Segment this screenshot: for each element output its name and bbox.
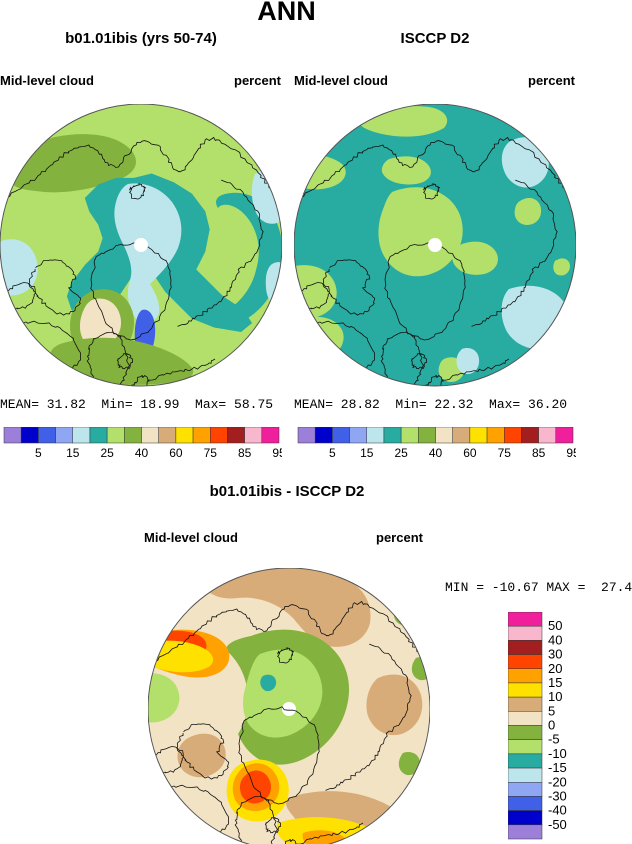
svg-text:60: 60: [169, 446, 183, 460]
svg-text:0: 0: [548, 718, 555, 733]
svg-text:85: 85: [238, 446, 252, 460]
svg-text:95: 95: [272, 446, 282, 460]
svg-text:50: 50: [548, 618, 562, 633]
svg-text:75: 75: [498, 446, 512, 460]
svg-text:40: 40: [135, 446, 149, 460]
svg-text:5: 5: [35, 446, 42, 460]
svg-text:25: 25: [394, 446, 408, 460]
svg-text:30: 30: [548, 647, 562, 662]
svg-text:-5: -5: [548, 732, 560, 747]
svg-text:5: 5: [548, 703, 555, 718]
svg-text:85: 85: [532, 446, 546, 460]
svg-text:60: 60: [463, 446, 477, 460]
svg-text:-50: -50: [548, 817, 567, 832]
svg-text:-15: -15: [548, 760, 567, 775]
svg-text:10: 10: [548, 689, 562, 704]
svg-text:-30: -30: [548, 788, 567, 803]
svg-text:-10: -10: [548, 746, 567, 761]
svg-text:20: 20: [548, 661, 562, 676]
svg-text:75: 75: [204, 446, 218, 460]
svg-text:40: 40: [548, 632, 562, 647]
svg-text:25: 25: [100, 446, 114, 460]
svg-text:15: 15: [66, 446, 80, 460]
svg-text:15: 15: [360, 446, 374, 460]
svg-text:95: 95: [566, 446, 576, 460]
svg-text:15: 15: [548, 675, 562, 690]
svg-text:40: 40: [429, 446, 443, 460]
svg-text:-40: -40: [548, 803, 567, 818]
svg-text:-20: -20: [548, 774, 567, 789]
svg-text:5: 5: [329, 446, 336, 460]
